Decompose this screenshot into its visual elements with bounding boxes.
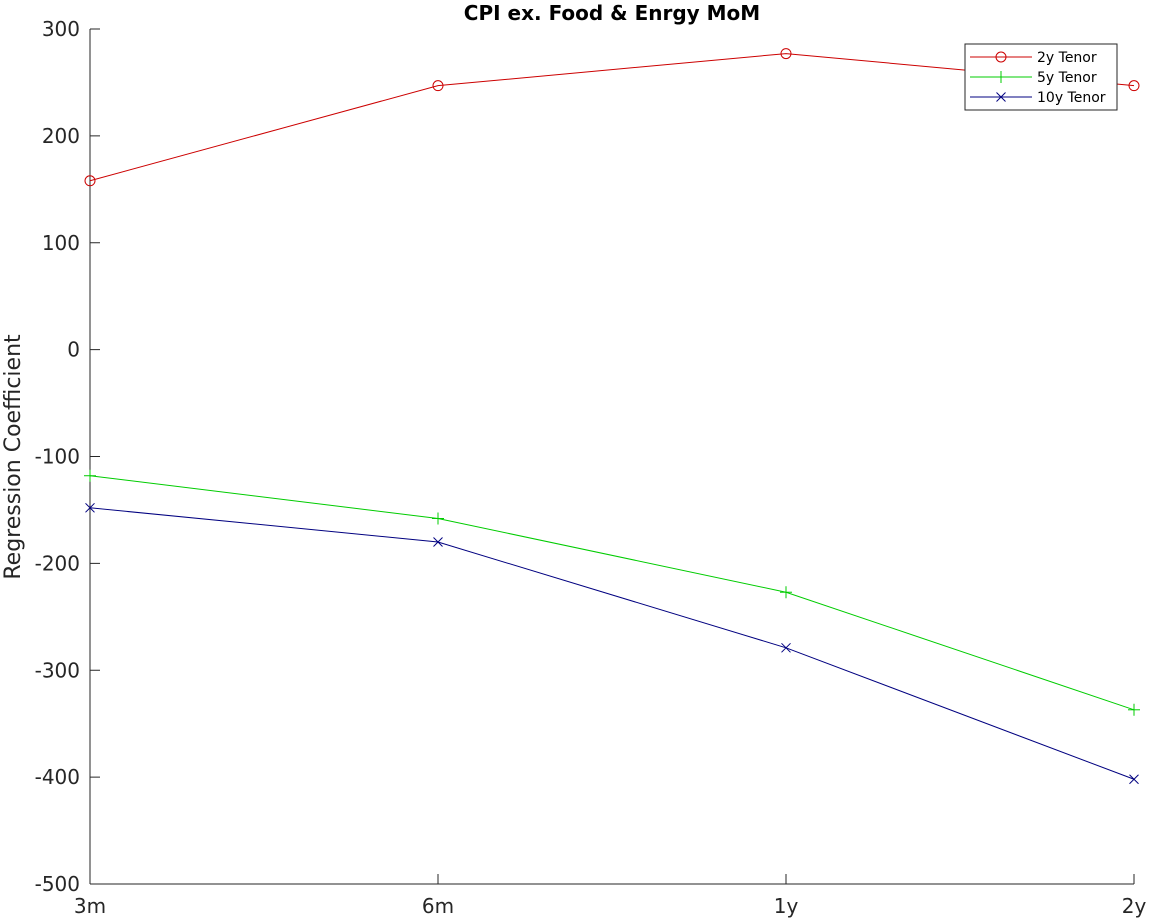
- y-tick-label: -500: [35, 872, 80, 896]
- chart-title: CPI ex. Food & Enrgy MoM: [464, 1, 760, 25]
- data-point: [781, 642, 791, 653]
- legend-label: 5y Tenor: [1037, 70, 1097, 86]
- data-point: [1129, 774, 1139, 785]
- legend-entry: 2y Tenor: [970, 50, 1097, 66]
- series-line: [89, 475, 1135, 711]
- legend-entry: 5y Tenor: [970, 70, 1097, 86]
- y-tick-label: -200: [35, 551, 80, 575]
- y-tick-label: 0: [67, 338, 80, 362]
- data-point: [996, 92, 1006, 102]
- y-tick-label: 300: [42, 17, 80, 41]
- axes: -500 -400 -300 -200 -100 0 100 200 300 3m 6m 1y 2y: [35, 17, 1147, 918]
- x-tick-label: 1y: [774, 894, 799, 918]
- data-point: [433, 537, 443, 547]
- series-line: [89, 53, 1135, 182]
- data-point: [84, 175, 96, 187]
- data-point: [84, 469, 96, 482]
- legend: 2y Tenor 5y Tenor 10y Tenor: [964, 43, 1118, 111]
- plot-area: [84, 48, 1140, 785]
- data-point: [432, 80, 444, 92]
- series-3: [85, 502, 1139, 785]
- y-tick-label: 200: [42, 124, 80, 148]
- y-tick-label: -300: [35, 658, 80, 682]
- y-tick-label: -100: [35, 445, 80, 469]
- y-axis-label: Regression Coefficient: [1, 334, 26, 580]
- y-tick-label: -400: [35, 765, 80, 789]
- data-point: [780, 586, 792, 599]
- data-point: [1128, 80, 1140, 92]
- data-point: [432, 512, 444, 525]
- legend-label: 10y Tenor: [1037, 90, 1106, 106]
- legend-entry: 10y Tenor: [970, 90, 1106, 106]
- data-point: [995, 71, 1007, 83]
- series-2: [84, 469, 1140, 716]
- data-point: [1128, 703, 1140, 716]
- series-line: [89, 507, 1135, 780]
- x-tick-label: 3m: [74, 894, 106, 918]
- x-tick-label: 6m: [422, 894, 454, 918]
- data-point: [85, 502, 95, 513]
- series-1: [84, 48, 1140, 187]
- data-point: [995, 51, 1007, 63]
- x-tick-label: 2y: [1122, 894, 1147, 918]
- data-point: [780, 48, 792, 60]
- y-tick-label: 100: [42, 231, 80, 255]
- legend-label: 2y Tenor: [1037, 50, 1097, 66]
